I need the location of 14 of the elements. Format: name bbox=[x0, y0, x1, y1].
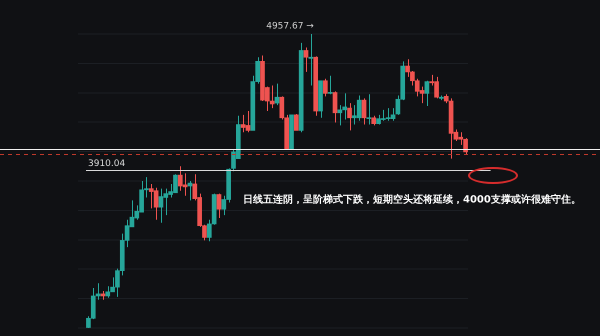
candlestick bbox=[371, 115, 376, 126]
candlestick bbox=[424, 80, 430, 107]
candlestick bbox=[188, 180, 192, 201]
annotation: 3910.04 bbox=[88, 158, 126, 169]
candlestick bbox=[274, 83, 280, 106]
annotation: 日线五连阴，呈阶梯式下跌，短期空头还将延续，4000支撑或许很难守住。 bbox=[243, 194, 581, 206]
candlestick bbox=[216, 193, 222, 219]
candlestick bbox=[362, 98, 366, 126]
candlestick bbox=[347, 102, 352, 131]
candlestick bbox=[294, 113, 299, 131]
candlestick bbox=[304, 47, 308, 72]
candlestick bbox=[323, 78, 328, 97]
text: 4957.67 → bbox=[266, 21, 314, 32]
candlestick bbox=[332, 90, 338, 123]
